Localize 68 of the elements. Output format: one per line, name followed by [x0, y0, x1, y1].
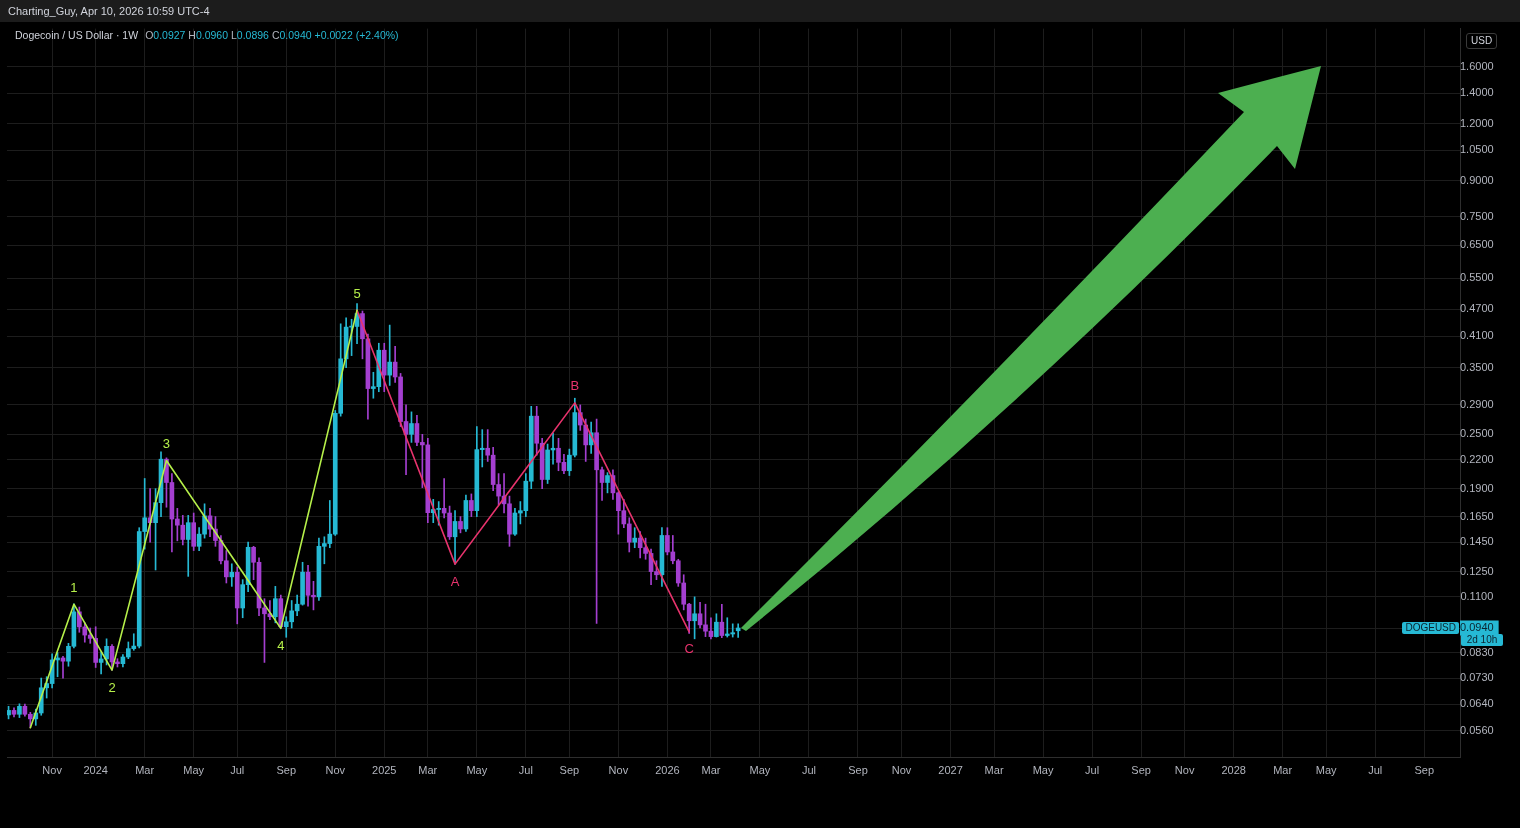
y-tick-label: 0.1100 [1460, 589, 1494, 602]
y-tick-label: 0.6500 [1459, 238, 1494, 251]
x-tick-label: Mar [701, 763, 721, 776]
x-tick-label: 2026 [655, 763, 680, 776]
x-tick-label: Nov [325, 763, 346, 776]
x-tick-label: Mar [984, 763, 1004, 776]
y-tick-label: 0.4700 [1459, 302, 1494, 315]
y-tick-label: 0.2900 [1459, 397, 1494, 410]
y-tick-label: 1.0500 [1459, 143, 1494, 156]
text: Charting_Guy, Apr 10, 2026 10:59 UTC-4 [8, 5, 210, 17]
text: 2d 10h [1461, 634, 1503, 646]
y-tick-label: 1.4000 [1459, 86, 1494, 99]
x-tick-label: May [466, 763, 488, 776]
x-tick-label: Mar [135, 763, 155, 776]
annotation: 5 [353, 285, 361, 301]
y-tick-label: 0.0830 [1459, 645, 1494, 658]
x-tick-label: Jul [1085, 763, 1100, 776]
x-tick-label: May [183, 763, 205, 776]
x-tick-label: May [749, 763, 771, 776]
y-tick-label: 0.0640 [1459, 697, 1494, 710]
y-tick-label: 0.1450 [1459, 535, 1494, 548]
annotation: 3 [162, 436, 171, 452]
y-tick-label: 1.6000 [1459, 59, 1494, 72]
chart-title: Dogecoin / US Dollar · 1W [15, 29, 139, 41]
annotation: DOGEUSD [1402, 622, 1459, 634]
x-tick-label: Jul [1368, 763, 1383, 776]
y-tick-label: 0.0940 [1459, 621, 1494, 634]
x-tick-label: May [1032, 763, 1054, 776]
annotation: 4 [277, 638, 285, 653]
annotation: 2 [108, 679, 116, 695]
y-tick-label: 0.2500 [1459, 427, 1494, 440]
annotation: A [450, 573, 460, 589]
annotation: 1 [70, 579, 78, 595]
x-tick-label: Mar [418, 763, 438, 776]
x-tick-label: 2024 [83, 763, 108, 776]
x-tick-label: May [1315, 763, 1338, 776]
y-tick-label: 0.0560 [1459, 723, 1494, 736]
x-tick-label: 2027 [938, 763, 963, 776]
y-tick-label: 0.2200 [1459, 452, 1494, 465]
x-tick-label: Jul [801, 763, 816, 776]
x-tick-label: Jul [230, 763, 245, 776]
y-tick-label: 0.5500 [1459, 271, 1494, 284]
y-tick-label: 1.2000 [1459, 116, 1494, 129]
y-tick-label: 0.0730 [1459, 671, 1494, 684]
text: O0.0927 H0.0960 L0.0896 C0.0940 +0.0022 (+2.40%) [145, 29, 399, 41]
x-tick-label: Sep [276, 763, 297, 776]
x-tick-label: Sep [1414, 763, 1435, 776]
x-tick-label: Sep [848, 763, 868, 776]
x-tick-label: Jul [518, 763, 533, 776]
y-tick-label: 0.9000 [1459, 173, 1494, 186]
x-tick-label: Sep [559, 763, 580, 776]
x-tick-label: Mar [1273, 763, 1293, 776]
y-tick-label: 0.7500 [1459, 209, 1494, 222]
x-tick-label: Nov [891, 763, 912, 776]
x-tick-label: 2028 [1221, 763, 1246, 776]
y-tick-label: 0.3500 [1459, 360, 1494, 373]
x-tick-label: Nov [1174, 763, 1195, 776]
y-axis-title: USD [1466, 32, 1498, 49]
annotation: C [684, 641, 694, 657]
x-tick-label: Nov [42, 763, 63, 776]
x-tick-label: Sep [1131, 763, 1151, 776]
x-tick-label: 2025 [372, 763, 397, 776]
y-tick-label: 0.1250 [1459, 564, 1494, 577]
annotation: B [570, 378, 580, 394]
y-tick-label: 0.4100 [1459, 329, 1494, 342]
y-tick-label: 0.1900 [1459, 481, 1494, 494]
x-tick-label: Nov [608, 763, 629, 776]
y-tick-label: 0.1650 [1459, 509, 1494, 522]
